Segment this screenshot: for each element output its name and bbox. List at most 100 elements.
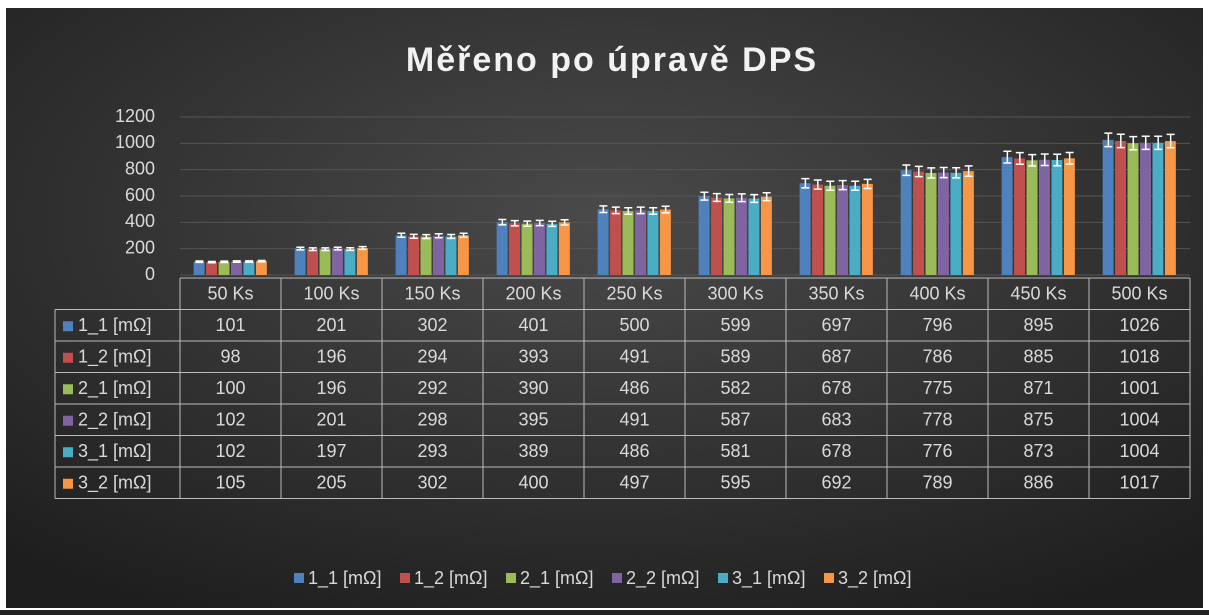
table-header: 500 Ks: [1111, 284, 1167, 304]
table-header: 400 Ks: [909, 284, 965, 304]
bar: [509, 223, 521, 275]
bar: [799, 183, 811, 275]
table-cell: 298: [417, 410, 447, 430]
table-cell: 687: [821, 347, 851, 367]
error-bar: [624, 207, 633, 215]
table-cell: 491: [619, 410, 649, 430]
error-bar: [207, 260, 216, 264]
table-cell: 102: [215, 410, 245, 430]
table-cell: 201: [316, 410, 346, 430]
error-bar: [927, 167, 936, 179]
bar: [1001, 157, 1013, 275]
table-cell: 293: [417, 441, 447, 461]
bar: [1127, 143, 1139, 275]
error-bar: [346, 247, 355, 252]
error-bar: [1053, 153, 1062, 167]
error-bar: [826, 180, 835, 191]
error-bar: [1015, 151, 1024, 166]
error-bar: [535, 219, 544, 227]
error-bar: [245, 260, 254, 263]
table-cell: 400: [518, 473, 548, 493]
table-cell: 486: [619, 441, 649, 461]
y-tick-label: 1000: [115, 132, 155, 152]
legend-marker: [824, 573, 834, 583]
bar: [597, 209, 609, 275]
bar: [647, 211, 659, 275]
error-bar: [762, 191, 771, 202]
bar: [1051, 160, 1063, 275]
error-bar: [725, 193, 734, 203]
bar: [496, 222, 508, 275]
chart-title: Měřeno po úpravě DPS: [406, 41, 818, 79]
y-tick-label: 600: [125, 185, 155, 205]
bar: [711, 197, 723, 275]
table-cell: 497: [619, 473, 649, 493]
table-cell: 102: [215, 441, 245, 461]
bar: [962, 171, 974, 275]
bar: [610, 210, 622, 275]
error-bar: [548, 220, 557, 228]
error-bar: [851, 180, 860, 191]
bar: [1164, 141, 1176, 275]
table-cell: 393: [518, 347, 548, 367]
table-cell: 491: [619, 347, 649, 367]
table-cell: 1018: [1119, 347, 1159, 367]
error-bar: [636, 206, 645, 215]
bar: [433, 235, 444, 275]
error-bar: [510, 219, 519, 227]
bar: [635, 210, 646, 275]
bar: [622, 211, 634, 275]
bar: [395, 235, 407, 275]
table-cell: 796: [922, 315, 952, 335]
table-cell: 778: [922, 410, 952, 430]
table-header: 300 Ks: [707, 284, 763, 304]
legend-label: 3_1 [mΩ]: [732, 568, 806, 589]
bar: [950, 172, 962, 275]
error-bar: [964, 165, 973, 178]
legend-label: 2_2 [mΩ]: [626, 568, 700, 589]
error-bar: [801, 177, 810, 189]
error-bar: [333, 246, 342, 251]
table-cell: 895: [1023, 315, 1053, 335]
table-row-label: 1_1 [mΩ]: [78, 315, 152, 336]
bar: [925, 172, 937, 275]
bar: [534, 222, 545, 275]
table-header: 50 Ks: [207, 284, 253, 304]
legend-label: 1_1 [mΩ]: [308, 568, 382, 589]
table-cell: 201: [316, 315, 346, 335]
bar: [521, 223, 533, 275]
table-cell: 886: [1023, 473, 1053, 493]
error-bar: [813, 179, 822, 190]
error-bar: [902, 164, 911, 177]
bar: [546, 223, 558, 275]
bar: [218, 261, 230, 275]
error-bar: [195, 260, 204, 264]
table-header: 100 Ks: [303, 284, 359, 304]
legend-label: 1_2 [mΩ]: [414, 568, 488, 589]
error-bar: [409, 233, 418, 239]
table-cell: 390: [518, 378, 548, 398]
error-bar: [422, 233, 431, 240]
table-cell: 873: [1023, 441, 1053, 461]
error-bar: [661, 205, 670, 214]
table-cell: 697: [821, 315, 851, 335]
table-cell: 401: [518, 315, 548, 335]
error-bar: [232, 260, 241, 263]
legend-marker: [63, 478, 73, 489]
table-cell: 500: [619, 315, 649, 335]
bar: [900, 170, 912, 275]
bar: [760, 196, 772, 275]
table-cell: 205: [316, 473, 346, 493]
table-cell: 1001: [1119, 378, 1159, 398]
bar: [748, 198, 760, 275]
error-bar: [1141, 135, 1150, 151]
bar: [206, 262, 218, 275]
error-bar: [1129, 135, 1138, 151]
bar: [1063, 158, 1075, 275]
table-row-label: 2_1 [mΩ]: [78, 378, 152, 399]
table-cell: 101: [215, 315, 245, 335]
y-tick-label: 800: [125, 158, 155, 178]
bar: [319, 249, 331, 275]
table-cell: 692: [821, 473, 851, 493]
